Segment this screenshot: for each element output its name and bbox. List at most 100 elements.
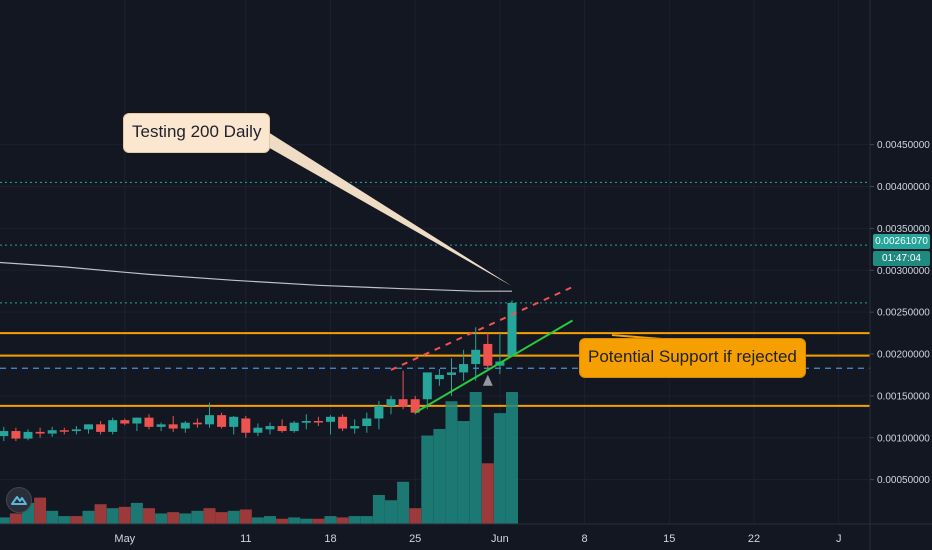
candle-body-17 [192,422,202,425]
candle-7 [71,426,81,435]
candle-5 [47,426,57,437]
x-axis[interactable]: 20May111825Jun81522J [0,523,932,545]
candle-38 [447,358,456,396]
candle-body-30 [350,426,360,429]
volume-bar-31 [360,516,373,524]
y-tick-label-0: 0.00050000 [877,475,930,486]
candle-41 [483,333,493,371]
candle-32 [374,400,384,430]
volume-bar-6 [58,516,71,524]
volume-bar-34 [397,481,410,524]
x-tick-label-9: J [836,533,842,545]
candle-body-26 [301,421,311,423]
candle-15 [168,415,178,432]
candle-body-18 [205,415,214,425]
candle-body-34 [398,399,408,407]
annotation-potential-support[interactable]: Potential Support if rejected [579,338,806,378]
candle-body-12 [132,417,142,424]
callout-200-pointer [252,132,512,287]
volume-bar-18 [203,508,216,524]
candle-17 [192,418,202,428]
volume-bar-9 [94,504,107,524]
logo-mountain-icon [11,496,27,505]
y-axis[interactable]: 0.00050000 0.00100000 0.00150000 0.00200000… [869,0,930,550]
candles-layer [0,300,517,442]
y-tick-label-5: 0.00300000 [877,266,930,277]
volume-bar-15 [167,512,180,524]
candle-19 [217,412,227,429]
y-tick-label-3: 0.00200000 [877,350,930,361]
candle-1 [0,426,9,442]
volume-bar-26 [300,518,313,524]
candle-body-1 [0,431,9,437]
volume-bar-43 [506,392,518,524]
candle-34 [398,370,408,410]
candle-23 [265,422,275,435]
candle-body-16 [180,422,190,429]
volume-bar-40 [469,392,482,524]
candle-body-4 [35,431,45,434]
volume-bar-22 [251,517,264,524]
ma-200-line [0,261,512,292]
volume-bar-5 [46,510,59,524]
volume-bar-7 [70,516,83,524]
candle-body-27 [313,421,323,423]
volume-bar-14 [155,513,168,524]
candle-28 [326,415,335,435]
candle-body-41 [483,343,493,366]
volume-bar-19 [215,512,228,524]
candle-33 [386,395,396,415]
x-tick-label-7: 15 [663,533,675,545]
volume-bar-8 [82,510,95,524]
candle-body-40 [471,349,481,365]
candle-body-5 [47,430,57,434]
candle-35 [410,395,420,415]
candle-body-35 [410,399,420,413]
volume-bar-38 [445,401,458,524]
candle-body-37 [434,374,444,380]
volume-bar-27 [312,518,325,524]
volume-bar-24 [276,518,289,524]
volume-bar-37 [433,428,446,524]
x-tick-label-1: May [114,533,135,545]
trendline-1 [390,286,573,371]
volume-bar-39 [457,421,470,524]
volume-bar-30 [348,516,361,524]
candle-39 [459,349,469,381]
volume-bar-1 [0,517,10,524]
candle-27 [313,416,323,427]
y-tick-label-1: 0.00100000 [877,433,930,444]
candle-26 [301,414,311,430]
annotation-testing-200[interactable]: Testing 200 Daily [123,113,271,153]
candle-body-15 [168,424,178,429]
candle-11 [120,418,130,426]
y-tick-label-2: 0.00150000 [877,391,930,402]
candle-body-9 [96,424,106,432]
candle-30 [350,419,360,434]
volume-bar-13 [143,508,155,524]
trendline-layer [390,286,574,414]
candle-4 [35,427,45,438]
tradingview-logo-icon[interactable] [6,487,32,513]
x-tick-label-2: 11 [240,533,251,545]
x-tick-label-6: 8 [582,533,588,545]
candle-body-32 [374,405,384,419]
candle-8 [84,424,93,434]
volume-bar-4 [34,497,47,524]
volume-bar-10 [106,508,119,524]
volume-bar-2 [9,513,22,524]
volume-bar-28 [324,516,337,524]
candle-21 [241,415,251,438]
volume-bar-16 [179,513,192,524]
candle-body-33 [386,399,396,406]
candle-10 [108,417,118,435]
x-tick-label-3: 18 [324,533,336,545]
volume-bar-20 [227,510,240,524]
candle-body-36 [422,372,432,400]
volume-bar-23 [264,516,276,524]
volume-layer [0,392,518,524]
candle-43 [507,300,517,356]
candle-body-20 [229,416,239,427]
volume-bar-32 [372,494,385,524]
